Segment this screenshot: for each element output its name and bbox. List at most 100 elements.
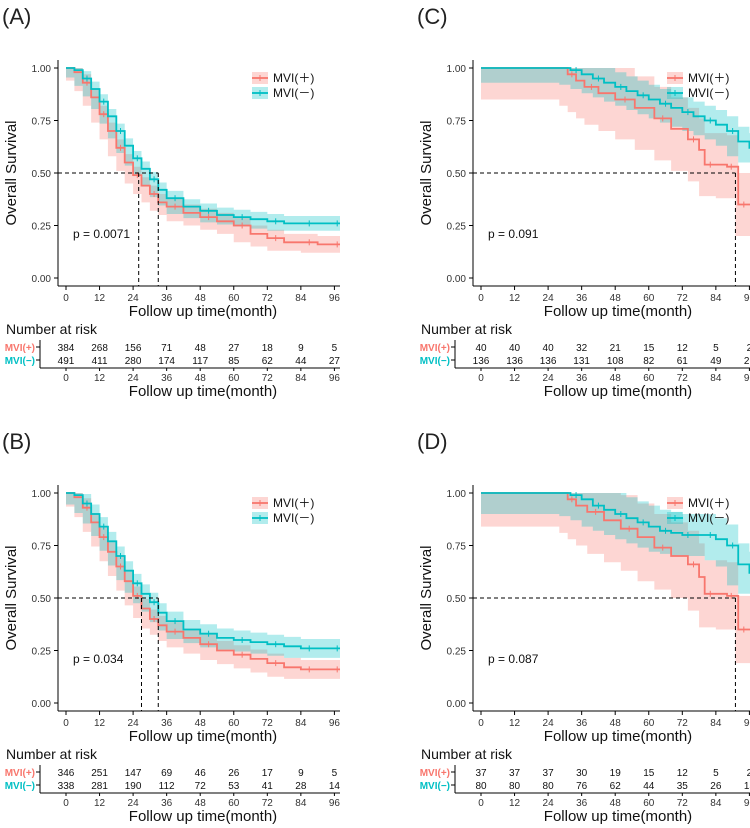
y-tick-label: 0.00 <box>447 699 467 710</box>
y-tick-label: 0.25 <box>447 647 467 658</box>
risk-value: 5 <box>713 343 719 354</box>
p-value: p = 0.0071 <box>73 227 130 241</box>
risk-value: 49 <box>710 356 722 367</box>
x-axis-title: Follow up time(month) <box>129 303 277 320</box>
risk-x-tick-label: 96 <box>744 798 750 809</box>
risk-x-tick-label: 96 <box>329 798 341 809</box>
x-tick-label: 12 <box>509 718 521 729</box>
risk-x-tick-label: 12 <box>94 798 106 809</box>
risk-value: 12 <box>677 768 689 779</box>
risk-value: 85 <box>228 356 240 367</box>
risk-value: 5 <box>332 343 338 354</box>
legend-label: MVI(－) <box>688 86 729 100</box>
ci-band-mvi-neg <box>66 493 340 658</box>
risk-value: 136 <box>473 356 490 367</box>
risk-value: 48 <box>195 343 207 354</box>
risk-value: 108 <box>607 356 624 367</box>
x-tick-label: 24 <box>543 293 555 304</box>
survival-curve-mvi-neg <box>66 67 340 225</box>
y-tick-label: 0.75 <box>447 542 467 553</box>
risk-value: 21 <box>610 343 622 354</box>
risk-value: 281 <box>91 781 108 792</box>
x-tick-label: 72 <box>262 293 274 304</box>
risk-value: 37 <box>543 768 555 779</box>
x-tick-label: 72 <box>262 718 274 729</box>
ci-band-mvi-pos <box>66 68 340 253</box>
risk-value: 71 <box>161 343 173 354</box>
y-tick-label: 0.75 <box>32 542 52 553</box>
risk-x-tick-label: 0 <box>478 798 484 809</box>
risk-x-tick-label: 36 <box>161 798 173 809</box>
risk-value: 15 <box>744 781 750 792</box>
risk-x-tick-label: 48 <box>610 373 622 384</box>
risk-value: 28 <box>295 781 307 792</box>
x-tick-label: 12 <box>94 293 106 304</box>
x-axis-title: Follow up time(month) <box>544 728 692 745</box>
km-panel-c: (C) 0.00 0.25 0.50 0.75 1.00 0 12 24 36 48 60 72 84 96… <box>417 4 750 400</box>
y-tick-label: 0.50 <box>32 594 52 605</box>
risk-value: 131 <box>573 356 590 367</box>
x-tick-label: 0 <box>63 718 69 729</box>
x-tick-label: 0 <box>478 718 484 729</box>
risk-row-label: MVI(−) <box>5 356 35 367</box>
risk-value: 80 <box>475 781 487 792</box>
risk-value: 26 <box>710 781 722 792</box>
risk-x-tick-label: 72 <box>262 373 274 384</box>
risk-value: 174 <box>158 356 175 367</box>
risk-value: 117 <box>192 356 208 367</box>
panel-label: (C) <box>417 4 448 29</box>
legend-label: MVI(＋) <box>273 496 314 510</box>
risk-value: 147 <box>125 768 142 779</box>
km-panel-a: (A)0.000.250.500.751.000 12 24 36 48 60 72 84 96… <box>2 4 340 400</box>
panel-label: (B) <box>2 429 31 454</box>
risk-x-tick-label: 36 <box>161 373 173 384</box>
legend-label: MVI(－) <box>273 86 314 100</box>
x-tick-label: 24 <box>128 718 140 729</box>
risk-row-label: MVI(+) <box>420 343 450 354</box>
y-axis-title: Overall Survival <box>418 545 435 650</box>
risk-x-tick-label: 24 <box>543 373 555 384</box>
y-tick-label: 0.50 <box>447 169 467 180</box>
risk-value: 80 <box>543 781 555 792</box>
risk-x-axis-title: Follow up time(month) <box>129 383 277 400</box>
risk-table-title: Number at risk <box>421 746 513 762</box>
x-tick-label: 72 <box>677 718 689 729</box>
risk-value: 26 <box>228 768 240 779</box>
risk-table-title: Number at risk <box>421 321 513 337</box>
y-axis-title: Overall Survival <box>3 120 20 225</box>
risk-x-axis-title: Follow up time(month) <box>544 808 692 825</box>
x-tick-label: 96 <box>744 293 750 304</box>
risk-value: 30 <box>576 768 588 779</box>
x-tick-label: 72 <box>677 293 689 304</box>
risk-value: 9 <box>298 343 304 354</box>
risk-value: 156 <box>125 343 142 354</box>
risk-value: 40 <box>509 343 521 354</box>
risk-x-tick-label: 24 <box>128 373 140 384</box>
risk-value: 338 <box>58 781 75 792</box>
x-tick-label: 12 <box>509 293 521 304</box>
risk-row-label: MVI(−) <box>5 781 35 792</box>
panel-label: (D) <box>417 429 448 454</box>
risk-value: 136 <box>540 356 557 367</box>
risk-x-tick-label: 24 <box>543 798 555 809</box>
x-tick-label: 96 <box>329 293 341 304</box>
x-tick-label: 60 <box>643 293 655 304</box>
km-panel-d: (D) 0.00 0.25 0.50 0.75 1.00 0 12 24 36 48 60 72 84 96… <box>417 429 750 825</box>
risk-x-tick-label: 84 <box>710 798 722 809</box>
km-panel-b: (B)0.000.250.500.751.000 12 24 36 48 60 72 84 96… <box>2 429 340 825</box>
risk-value: 41 <box>262 781 274 792</box>
risk-x-tick-label: 60 <box>643 798 655 809</box>
x-tick-label: 12 <box>94 718 106 729</box>
risk-x-tick-label: 72 <box>677 373 689 384</box>
risk-value: 82 <box>643 356 655 367</box>
risk-row-label: MVI(−) <box>420 356 450 367</box>
survival-curve-mvi-neg <box>481 67 750 149</box>
x-tick-label: 36 <box>161 718 173 729</box>
x-tick-label: 36 <box>161 293 173 304</box>
risk-value: 27 <box>228 343 240 354</box>
legend-label: MVI(－) <box>273 511 314 525</box>
risk-x-tick-label: 12 <box>94 373 106 384</box>
risk-value: 19 <box>610 768 622 779</box>
risk-value: 15 <box>643 343 655 354</box>
